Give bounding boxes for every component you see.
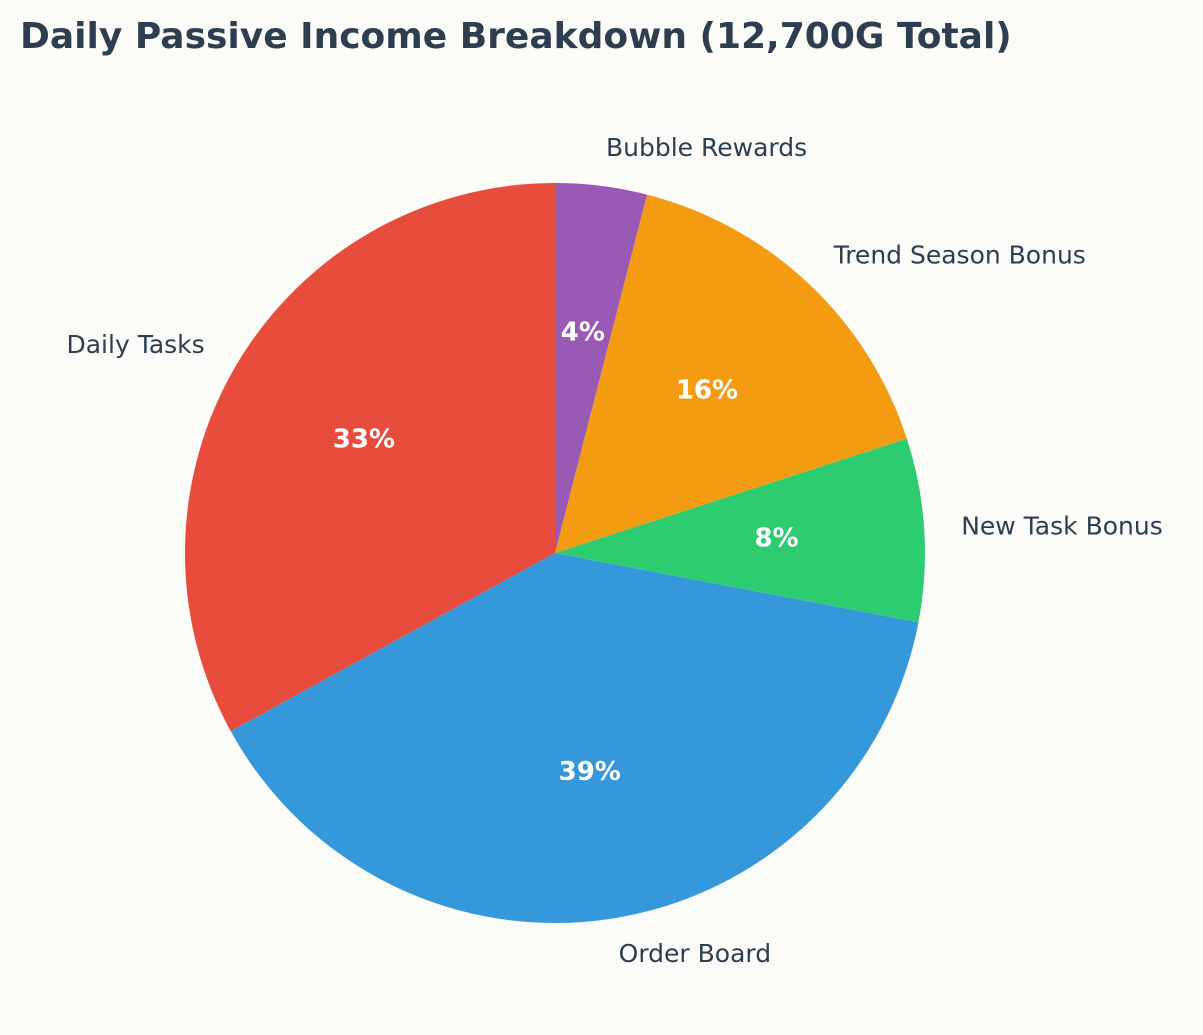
slice-label: Bubble Rewards [606, 133, 807, 162]
pie-slice [555, 194, 907, 553]
percent-label: 33% [333, 424, 395, 454]
percent-label: 8% [754, 524, 798, 554]
percent-label: 39% [559, 757, 621, 787]
slice-label: New Task Bonus [961, 511, 1163, 540]
slice-label: Order Board [619, 939, 771, 968]
pie-slice [185, 183, 556, 732]
pie-slice [555, 183, 648, 553]
pie-slice [555, 438, 925, 623]
pie-slice [230, 553, 919, 923]
percent-label: 4% [561, 317, 605, 347]
slice-label: Daily Tasks [66, 330, 204, 359]
slice-label: Trend Season Bonus [833, 240, 1086, 269]
percent-label: 16% [676, 376, 738, 406]
chart-title: Daily Passive Income Breakdown (12,700G … [20, 16, 1012, 57]
